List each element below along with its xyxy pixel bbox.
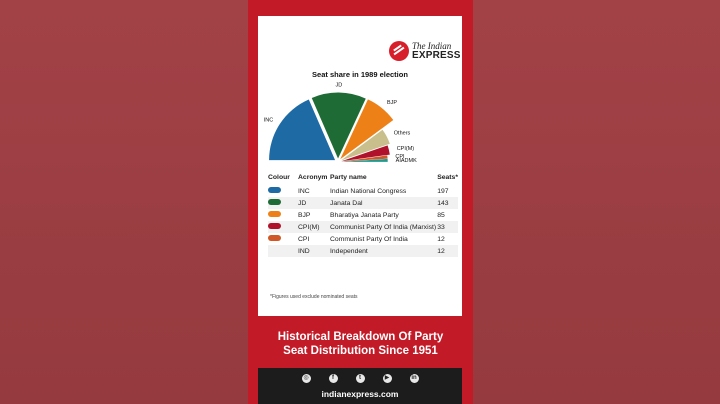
footnote: *Figures used exclude nominated seats <box>270 294 358 300</box>
party-name-cell: Independent <box>330 245 438 257</box>
pie-slice-cpi <box>341 155 388 162</box>
headline-line2: Seat Distribution Since 1951 <box>283 345 438 357</box>
pie-slice-inc <box>269 99 336 161</box>
headline-line1: Historical Breakdown Of Party <box>277 331 444 343</box>
acronym-cell: BJP <box>298 211 311 219</box>
pie-slice-cpi-m- <box>341 145 390 162</box>
slice-label: Others <box>394 131 411 137</box>
header-colour: Colour <box>268 174 290 181</box>
slice-label: INC <box>264 117 274 123</box>
twitter-icon[interactable]: t <box>355 374 365 383</box>
header-seats: Seats* <box>437 174 458 181</box>
slice-label: BJP <box>387 100 397 106</box>
youtube-icon[interactable]: ▶ <box>382 374 392 383</box>
header-acronym: Acronym <box>298 174 328 181</box>
acronym-cell: JD <box>298 197 330 209</box>
seats-cell: 85 <box>437 211 445 219</box>
party-name-cell: Communist Party Of India (Marxist) <box>330 221 438 233</box>
logo-line1: The Indian <box>412 41 452 51</box>
party-table: Colour Acronym Party name Seats* INC Ind… <box>268 174 458 257</box>
slice-label: AIADMK <box>396 158 417 164</box>
seats-cell: 12 <box>437 245 458 257</box>
table-row: CPI Communist Party Of India 12 <box>268 233 458 245</box>
table-header-row: Colour Acronym Party name Seats* <box>268 174 458 185</box>
slice-label: CPI <box>395 154 405 160</box>
party-name-cell: Indian National Congress <box>330 187 407 195</box>
background-right <box>473 0 720 404</box>
slice-label: CPI(M) <box>397 146 415 152</box>
header-party-name: Party name <box>330 174 367 181</box>
pie-slice-jd <box>311 92 366 159</box>
chart-title: Seat share in 1989 election <box>312 70 408 79</box>
color-swatch <box>268 235 281 241</box>
instagram-icon[interactable]: ◎ <box>301 374 311 383</box>
slice-label: JD <box>336 83 343 89</box>
seats-cell: 197 <box>437 187 449 195</box>
facebook-icon[interactable]: f <box>328 374 338 383</box>
pie-slice-aiadmk <box>341 158 388 162</box>
acronym-cell: INC <box>298 187 310 195</box>
table-row: IND Independent 12 <box>268 245 458 257</box>
pie-slice-bjp <box>340 99 394 160</box>
background-left <box>0 0 248 404</box>
seats-cell: 143 <box>437 197 458 209</box>
color-swatch <box>268 187 281 193</box>
website-link[interactable]: indianexpress.com <box>321 389 399 399</box>
indian-express-logo: The Indian EXPRESS <box>389 40 461 62</box>
table-row: INC Indian National Congress 197 <box>268 185 458 197</box>
color-swatch <box>268 223 281 229</box>
party-name-cell: Janata Dal <box>330 197 438 209</box>
logo-icon <box>389 41 409 61</box>
table-row: JD Janata Dal 143 <box>268 197 458 209</box>
video-headline: Historical Breakdown Of Party Seat Distr… <box>248 330 473 358</box>
seats-cell: 12 <box>437 235 445 243</box>
party-name-cell: Bharatiya Janata Party <box>330 211 399 219</box>
color-swatch <box>268 199 281 205</box>
acronym-cell: IND <box>298 245 330 257</box>
social-bar: ◎ f t ▶ in indianexpress.com <box>258 368 462 404</box>
color-swatch <box>268 211 281 217</box>
infographic-card: The Indian EXPRESS Seat share in 1989 el… <box>258 16 462 316</box>
video-frame: The Indian EXPRESS Seat share in 1989 el… <box>248 0 473 404</box>
table-row: BJP Bharatiya Janata Party 85 <box>268 209 458 221</box>
acronym-cell: CPI(M) <box>298 221 330 233</box>
logo-line2: EXPRESS <box>412 50 461 61</box>
linkedin-icon[interactable]: in <box>409 374 419 383</box>
seats-cell: 33 <box>437 221 458 233</box>
table-row: CPI(M) Communist Party Of India (Marxist… <box>268 221 458 233</box>
party-name-cell: Communist Party Of India <box>330 235 408 243</box>
acronym-cell: CPI <box>298 235 310 243</box>
pie-slice-others <box>341 129 390 161</box>
